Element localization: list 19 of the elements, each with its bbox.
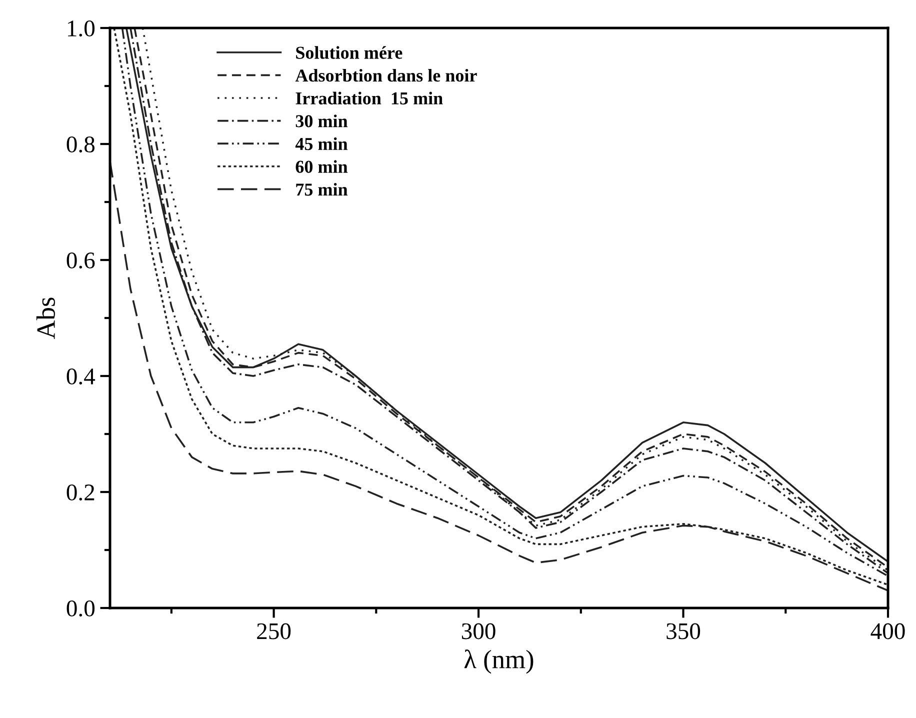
y-tick-label: 0.8: [66, 136, 95, 153]
y-tick-label: 0.4: [66, 368, 96, 385]
legend-label: Adsorbtion dans le noir: [295, 68, 477, 82]
legend-label: 30 min: [296, 114, 348, 128]
x-tick-label: 350: [666, 623, 700, 640]
x-axis-title: λ (nm): [464, 650, 534, 674]
legend-label: 60 min: [296, 160, 348, 173]
legend-label: 45 min: [295, 137, 348, 150]
y-axis-title: Abs: [36, 298, 55, 339]
y-tick-label: 1.0: [68, 20, 95, 37]
x-tick-label: 300: [462, 623, 496, 640]
y-tick-label: 0.0: [66, 600, 95, 617]
legend-label: Irradiation 15 min: [296, 92, 443, 104]
legend-label: 75 min: [296, 182, 348, 196]
y-tick-label: 0.2: [66, 484, 94, 501]
y-tick-label: 0.6: [66, 252, 95, 269]
x-tick-label: 400: [870, 623, 905, 640]
legend-label: Solution mére: [296, 46, 402, 59]
x-tick-label: 250: [257, 623, 291, 640]
